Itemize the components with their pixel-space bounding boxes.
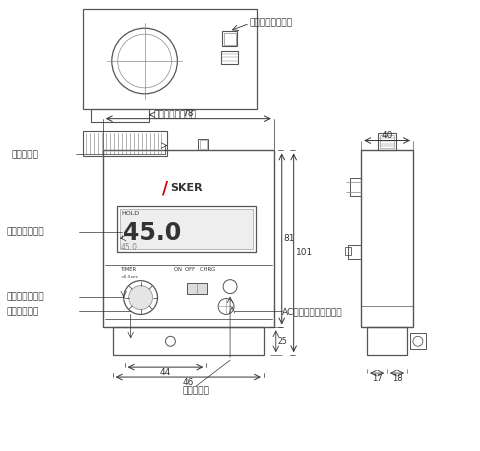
Bar	[200, 140, 207, 149]
Bar	[345, 247, 351, 255]
Bar	[91, 109, 149, 122]
Text: 硬さ表示器: 硬さ表示器	[12, 150, 38, 159]
Text: ホールド表示灯: ホールド表示灯	[6, 227, 44, 236]
Bar	[198, 138, 208, 151]
Text: タイマスイッチ: タイマスイッチ	[6, 292, 44, 301]
Text: ON  OFF   CHRG: ON OFF CHRG	[174, 267, 216, 272]
Text: 44: 44	[160, 368, 171, 377]
Text: TIMER: TIMER	[121, 267, 137, 272]
Text: 81: 81	[284, 235, 295, 244]
Text: 18: 18	[392, 373, 402, 382]
Text: 45.0: 45.0	[123, 221, 181, 245]
Bar	[410, 333, 426, 349]
Text: 外部出力コネクタ: 外部出力コネクタ	[154, 110, 196, 119]
Text: ACアダプタコネクター: ACアダプタコネクター	[282, 307, 342, 316]
Text: 101: 101	[296, 249, 313, 258]
Bar	[361, 151, 413, 327]
Bar	[348, 245, 361, 259]
Text: 46: 46	[182, 377, 194, 387]
Bar	[117, 206, 256, 252]
Bar	[222, 31, 237, 46]
Bar	[221, 51, 238, 64]
Text: 45.0: 45.0	[121, 244, 138, 253]
Text: HOLD: HOLD	[122, 211, 140, 216]
Bar	[113, 327, 264, 355]
Text: 充電表示灯: 充電表示灯	[183, 387, 210, 396]
Bar	[224, 32, 236, 45]
Circle shape	[129, 285, 153, 309]
Bar	[187, 283, 207, 294]
Bar	[378, 133, 396, 151]
Text: 電源スイッチ: 電源スイッチ	[6, 307, 39, 316]
Bar	[83, 9, 257, 109]
Bar	[367, 327, 407, 355]
Bar	[350, 178, 361, 196]
Text: 25: 25	[278, 337, 288, 346]
Bar	[120, 209, 253, 249]
Text: 78: 78	[182, 109, 194, 118]
Text: SKER: SKER	[170, 183, 203, 193]
Bar	[103, 151, 274, 327]
Text: <0.5sec: <0.5sec	[121, 275, 139, 279]
Bar	[380, 134, 394, 148]
Text: 17: 17	[372, 373, 383, 382]
Bar	[83, 131, 168, 156]
Text: 40: 40	[382, 131, 393, 140]
Text: リセットスイッチ: リセットスイッチ	[250, 19, 293, 28]
Text: /: /	[163, 179, 168, 197]
